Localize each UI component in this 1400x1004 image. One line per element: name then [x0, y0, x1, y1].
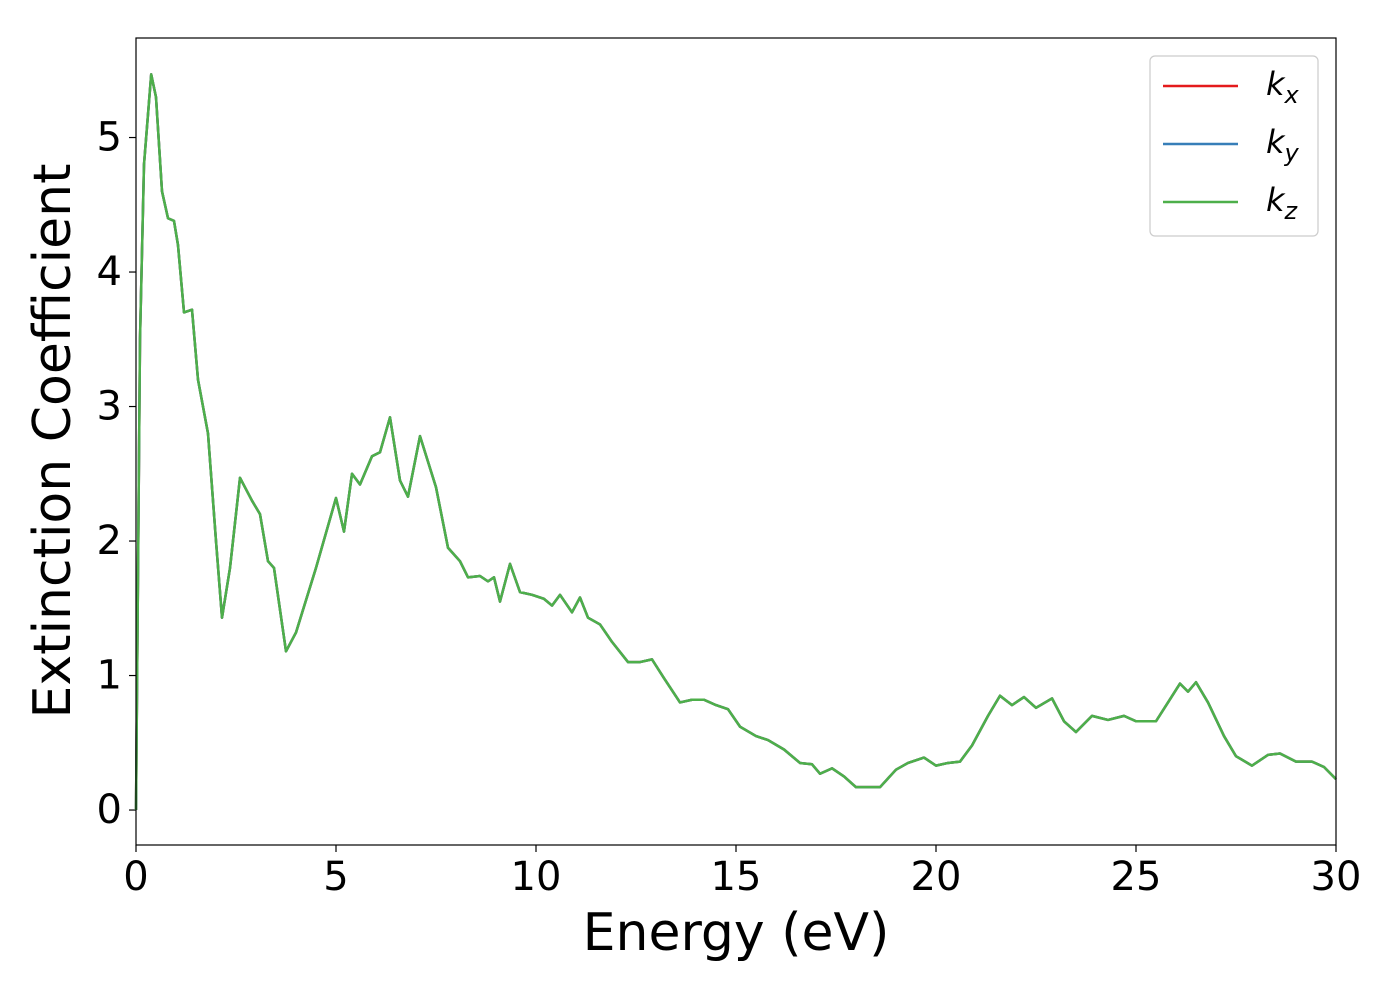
legend-label: ky: [1266, 123, 1300, 167]
x-axis-label: Energy (eV): [583, 903, 890, 963]
y-tick-label: 1: [97, 653, 122, 699]
plot-frame: [135, 37, 1337, 846]
legend-box: [1149, 55, 1319, 237]
x-tick-label: 25: [1111, 854, 1162, 900]
x-tick-label: 5: [323, 854, 348, 900]
x-tick-label: 10: [511, 854, 562, 900]
series-line: [134, 73, 1337, 811]
x-tick-label: 0: [123, 854, 148, 900]
y-tick-label: 0: [97, 787, 122, 833]
y-axis-label: Extinction Coefficient: [23, 164, 83, 719]
legend-label: kz: [1266, 181, 1299, 225]
legend-label: kx: [1266, 65, 1300, 109]
x-tick-label: 20: [911, 854, 962, 900]
x-tick-label: 15: [711, 854, 762, 900]
x-tick-label: 30: [1311, 854, 1362, 900]
y-tick-label: 2: [97, 518, 122, 564]
y-tick-label: 4: [97, 249, 122, 295]
y-tick-label: 5: [97, 115, 122, 161]
y-tick-label: 3: [97, 384, 122, 430]
